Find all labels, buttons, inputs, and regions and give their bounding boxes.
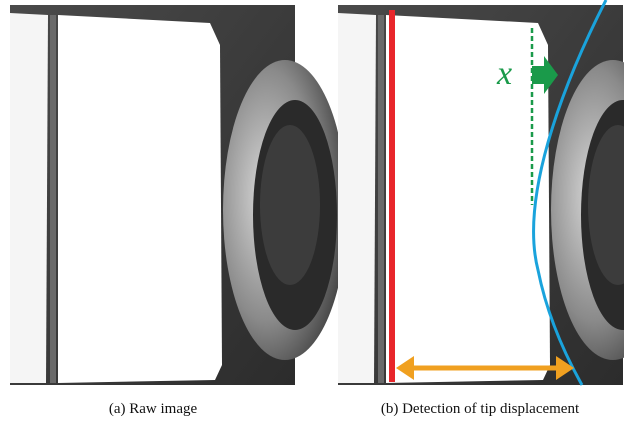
figure: x (a) Raw image (b) Detection of tip dis… bbox=[0, 0, 624, 432]
caption: (b) Detection of tip displacement bbox=[381, 401, 580, 417]
detection-image bbox=[338, 5, 624, 385]
raw-image bbox=[10, 5, 347, 385]
annotation: x bbox=[496, 55, 512, 92]
caption: (a) Raw image bbox=[109, 401, 198, 417]
